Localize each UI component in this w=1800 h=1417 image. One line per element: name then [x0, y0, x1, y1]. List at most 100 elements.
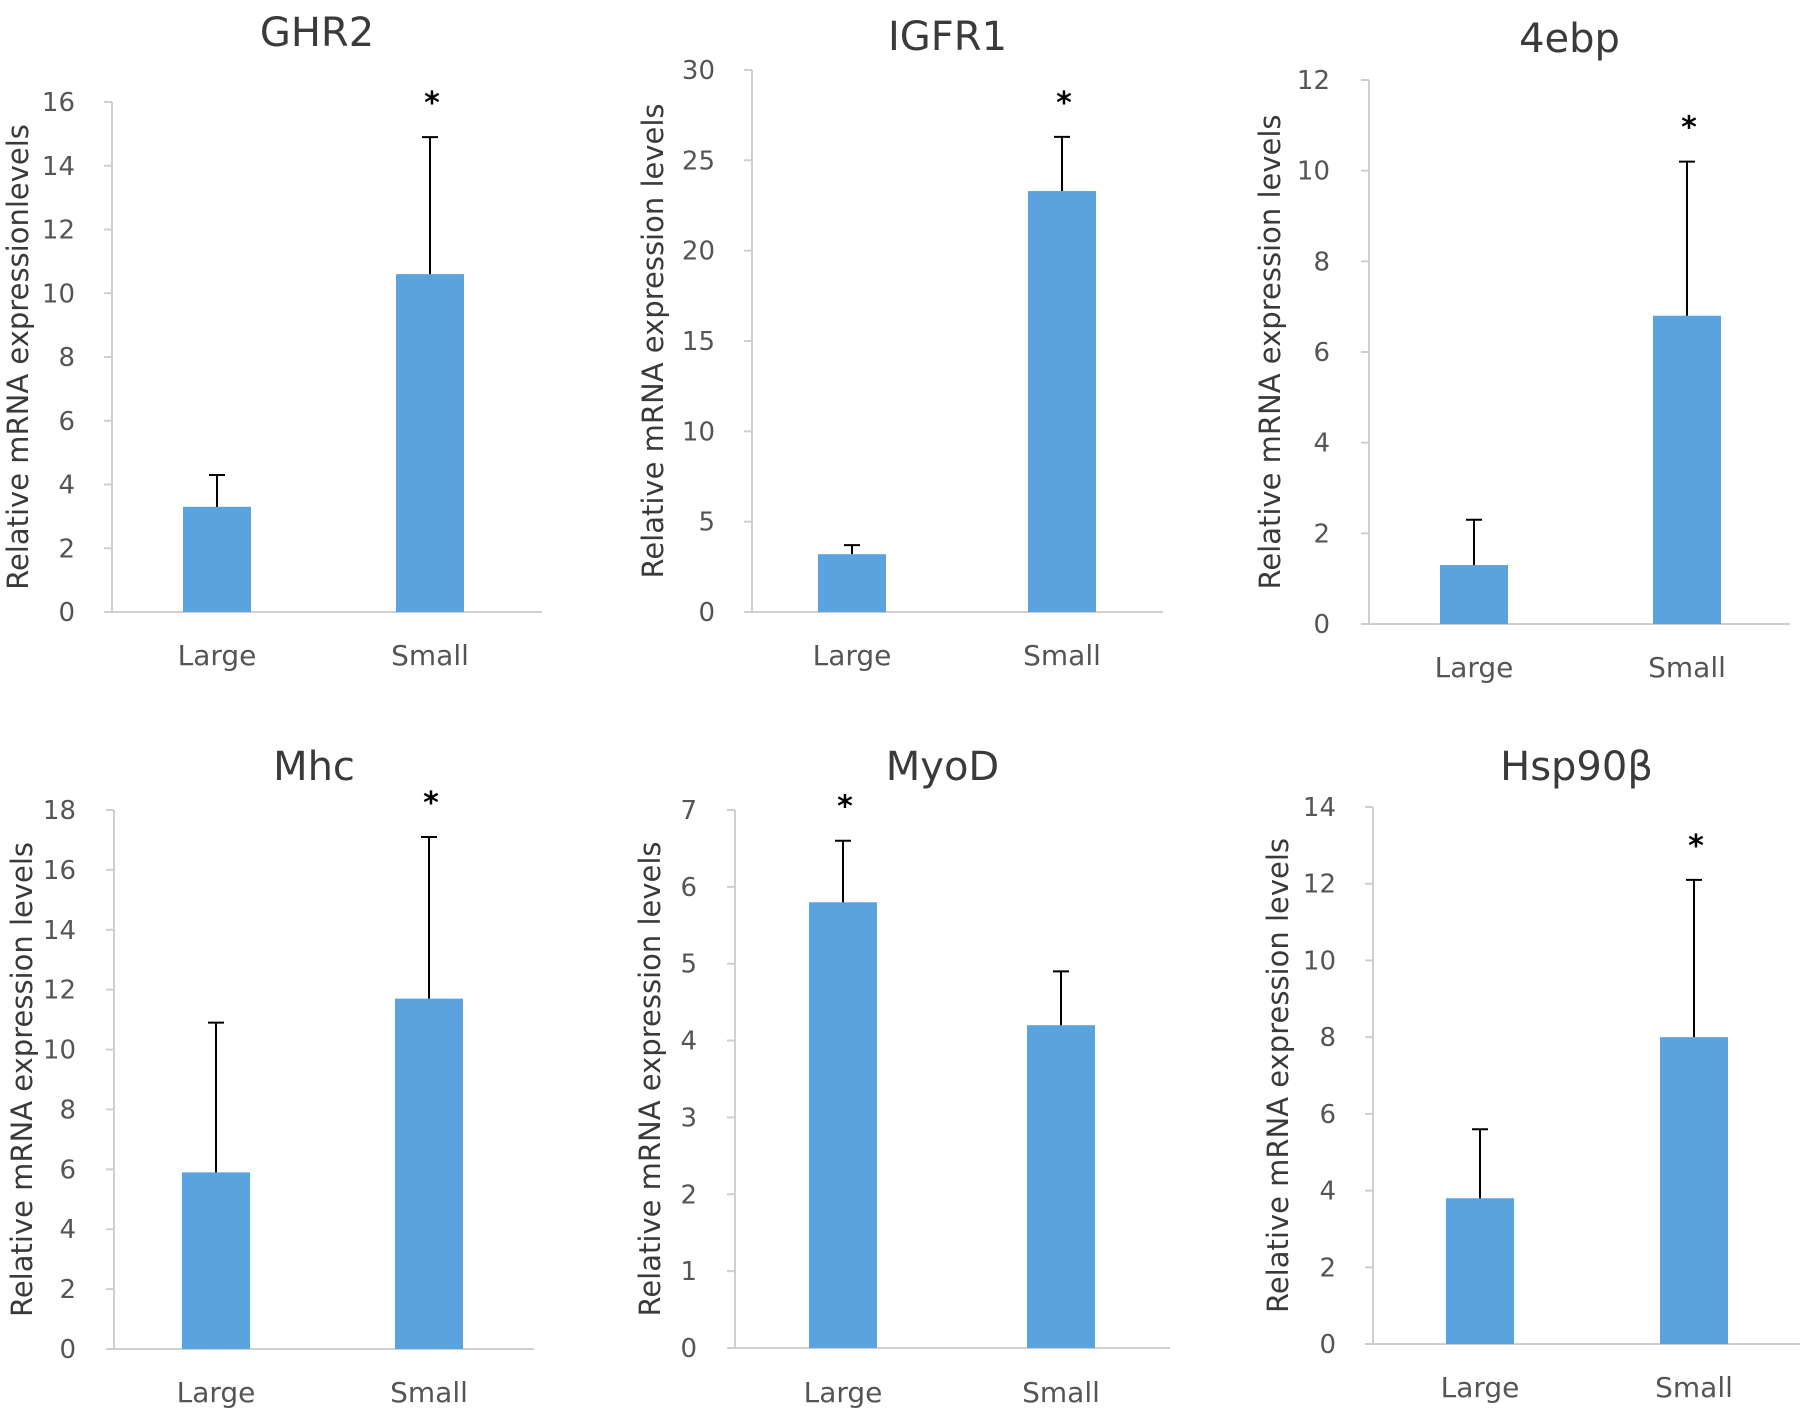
y-tick-label: 0: [1319, 1330, 1336, 1360]
y-tick-label: 3: [680, 1103, 697, 1133]
bar-large: [809, 902, 877, 1348]
y-tick-label: 4: [1319, 1177, 1336, 1207]
x-category-label: Small: [1022, 1376, 1100, 1409]
y-tick-label: 20: [682, 237, 715, 267]
y-tick-label: 5: [680, 950, 697, 980]
error-bar-large: [1472, 1128, 1488, 1199]
chart-panel-4: Mhc Relative mRNA expression levels 0 2 4 6 8 1…: [5, 744, 534, 1409]
x-category-label: Large: [813, 639, 892, 672]
chart-title: Mhc: [273, 744, 355, 790]
y-tick-label: 12: [42, 216, 75, 246]
error-bar-small: [1054, 135, 1070, 192]
bar-small: [1028, 191, 1096, 612]
y-tick-label: 6: [58, 407, 75, 437]
bar-large: [1440, 565, 1508, 624]
y-tick-label: 18: [43, 796, 76, 826]
y-tick-label: 0: [59, 1335, 76, 1365]
y-tick-label: 12: [43, 976, 76, 1006]
bar-small: [1660, 1037, 1728, 1344]
error-bar-small: [1053, 970, 1069, 1026]
y-tick-label: 4: [680, 1027, 697, 1057]
significance-mark: *: [1688, 829, 1704, 864]
y-tick-label: 4: [1313, 429, 1330, 459]
y-tick-label: 16: [43, 856, 76, 886]
y-tick-label: 12: [1303, 870, 1336, 900]
x-category-label: Large: [177, 1376, 256, 1409]
x-category-label: Large: [1435, 651, 1514, 684]
y-tick-label: 25: [682, 146, 715, 176]
y-tick-label: 2: [59, 1275, 76, 1305]
chart-title: GHR2: [260, 10, 374, 56]
x-category-label: Small: [390, 1376, 468, 1409]
x-category-label: Large: [178, 639, 257, 672]
y-tick-label: 4: [58, 471, 75, 501]
error-bar-large: [208, 1021, 224, 1173]
bar-large: [183, 506, 251, 612]
y-tick-label: 0: [1313, 610, 1330, 640]
y-axis-label: Relative mRNA expression levels: [1253, 114, 1287, 589]
error-bar-small: [1679, 160, 1695, 316]
chart-panel-6: Hsp90β Relative mRNA expression levels 0 2 4…: [1261, 744, 1800, 1404]
x-category-label: Small: [1023, 639, 1101, 672]
y-axis-label: Relative mRNA expression levels: [5, 842, 39, 1317]
error-bar-large: [835, 839, 851, 903]
y-axis-label: Relative mRNA expression levels: [1261, 838, 1295, 1313]
y-tick-label: 0: [698, 598, 715, 628]
error-bar-large: [209, 473, 225, 507]
significance-mark: *: [423, 786, 439, 821]
y-tick-label: 6: [59, 1155, 76, 1185]
y-tick-label: 10: [42, 279, 75, 309]
chart-panel-3: 4ebp Relative mRNA expression levels 0 2 4 6 8…: [1253, 16, 1790, 684]
y-tick-label: 6: [1319, 1100, 1336, 1130]
significance-mark: *: [837, 790, 853, 825]
y-tick-label: 7: [680, 796, 697, 826]
y-tick-label: 0: [680, 1334, 697, 1364]
y-tick-label: 2: [1319, 1253, 1336, 1283]
error-bar-large: [1466, 518, 1482, 566]
chart-title: IGFR1: [888, 14, 1007, 60]
y-tick-label: 10: [682, 417, 715, 447]
bar-small: [395, 998, 463, 1349]
y-tick-label: 14: [1303, 793, 1336, 823]
y-tick-label: 2: [58, 534, 75, 564]
x-category-label: Small: [1655, 1371, 1733, 1404]
error-bar-small: [422, 136, 438, 275]
y-tick-label: 8: [58, 343, 75, 373]
y-tick-label: 6: [680, 873, 697, 903]
y-tick-label: 4: [59, 1215, 76, 1245]
y-tick-label: 10: [1303, 946, 1336, 976]
significance-mark: *: [424, 86, 440, 121]
error-bar-large: [844, 544, 860, 555]
bar-small: [396, 274, 464, 612]
y-tick-label: 2: [680, 1180, 697, 1210]
y-tick-label: 8: [1313, 247, 1330, 277]
error-bar-small: [1686, 878, 1702, 1038]
chart-panel-1: GHR2 Relative mRNA expressionlevels 0 2 4 6 8 1…: [1, 10, 542, 672]
bar-small: [1027, 1025, 1095, 1348]
bar-large: [182, 1172, 250, 1349]
y-tick-label: 8: [59, 1095, 76, 1125]
y-tick-label: 0: [58, 598, 75, 628]
y-tick-label: 16: [42, 88, 75, 118]
x-category-label: Small: [1648, 651, 1726, 684]
y-axis-label: Relative mRNA expressionlevels: [1, 124, 35, 590]
y-tick-label: 10: [1297, 157, 1330, 187]
y-tick-label: 12: [1297, 66, 1330, 96]
chart-title: Hsp90β: [1500, 744, 1653, 790]
y-tick-label: 10: [43, 1036, 76, 1066]
y-tick-label: 30: [682, 56, 715, 86]
y-tick-label: 14: [43, 916, 76, 946]
bar-small: [1653, 315, 1721, 624]
bar-large: [818, 554, 886, 612]
x-category-label: Large: [804, 1376, 883, 1409]
chart-title: 4ebp: [1519, 16, 1620, 62]
significance-mark: *: [1056, 86, 1072, 121]
y-tick-label: 2: [1313, 519, 1330, 549]
error-bar-small: [421, 835, 437, 999]
y-tick-label: 6: [1313, 338, 1330, 368]
y-axis-label: Relative mRNA expression levels: [633, 841, 667, 1316]
x-category-label: Large: [1441, 1371, 1520, 1404]
y-tick-label: 5: [698, 508, 715, 538]
x-category-label: Small: [391, 639, 469, 672]
